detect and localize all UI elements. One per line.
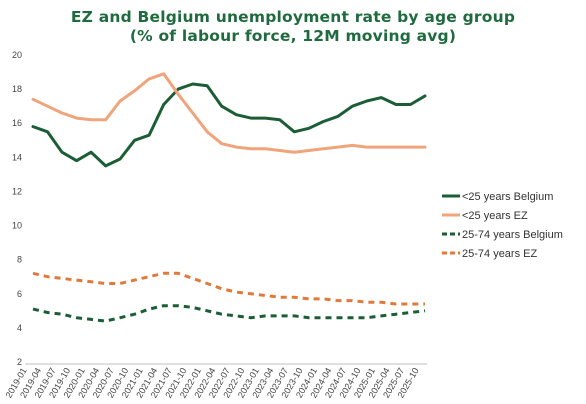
legend-label-1: <25 years EZ: [462, 210, 528, 222]
y-tick-label: 10: [12, 221, 22, 231]
y-tick-label: 8: [17, 255, 22, 265]
series-line-0: [31, 82, 427, 168]
y-axis: 2 4 6 8 10 12 14 16 18 20: [12, 50, 22, 367]
legend-label-0: <25 years Belgium: [462, 191, 553, 203]
y-tick-label: 12: [12, 186, 22, 196]
chart-title: EZ and Belgium unemployment rate by age …: [70, 8, 516, 26]
y-tick-label: 18: [12, 84, 22, 94]
y-tick-label: 2: [17, 357, 22, 367]
y-tick-label: 6: [17, 289, 22, 299]
series-line-2: [32, 304, 426, 323]
legend-label-3: 25-74 years EZ: [462, 248, 537, 260]
y-tick-label: 16: [12, 118, 22, 128]
series-lines: [31, 72, 427, 323]
series-line-1: [31, 72, 427, 154]
y-tick-label: 4: [17, 323, 22, 333]
series-line-3: [32, 271, 425, 306]
legend: <25 years Belgium <25 years EZ 25-74 years…: [442, 191, 563, 260]
x-axis: 2019-012019-042019-072019-102020-012020-…: [4, 363, 427, 400]
chart-title-block: EZ and Belgium unemployment rate by age …: [0, 8, 586, 46]
y-tick-label: 14: [12, 152, 22, 162]
chart-subtitle: (% of labour force, 12M moving avg): [129, 27, 457, 45]
legend-label-2: 25-74 years Belgium: [462, 229, 563, 241]
y-tick-label: 20: [12, 50, 22, 60]
